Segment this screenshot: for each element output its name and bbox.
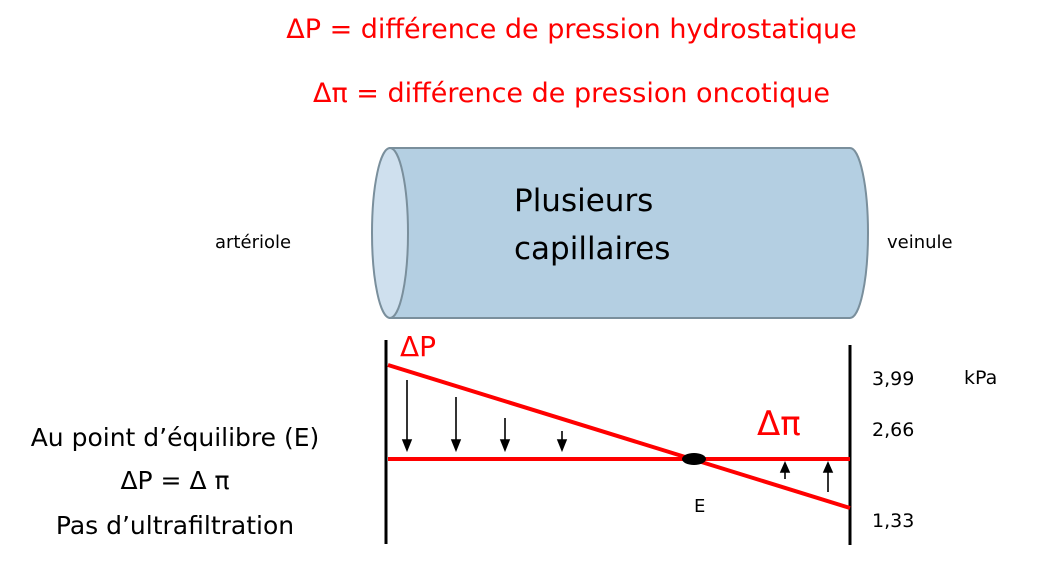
equilibrium-text-line2: ΔP = Δ π [120,466,230,495]
arteriole-label: artériole [215,232,292,253]
capillary-label-line2: capillaires [514,231,671,267]
equilibrium-text-line3: Pas d’ultrafiltration [55,511,295,540]
delta-p-label: ΔP [400,330,437,363]
reabsorption-arrows [779,461,834,492]
capillary-cylinder-body [389,147,869,319]
equilibrium-label: E [694,496,706,517]
unit-label: kPa [964,367,998,389]
capillary-label-line1: Plusieurs [514,183,654,219]
capillary-cylinder-end [371,147,409,319]
tick-label-bottom: 1,33 [872,510,915,532]
delta-p-line [387,363,851,510]
equilibrium-text-line1: Au point d’équilibre (E) [30,423,320,452]
title-oncotic: Δπ = différence de pression oncotique [312,78,831,109]
title-hydrostatic: ΔP = différence de pression hydrostatiqu… [286,14,857,45]
tick-label-middle: 2,66 [872,419,915,441]
venule-label: veinule [887,232,953,253]
equilibrium-point [682,453,706,465]
filtration-arrows [401,380,568,453]
tick-label-top: 3,99 [872,368,915,390]
delta-pi-label: Δπ [757,404,801,444]
